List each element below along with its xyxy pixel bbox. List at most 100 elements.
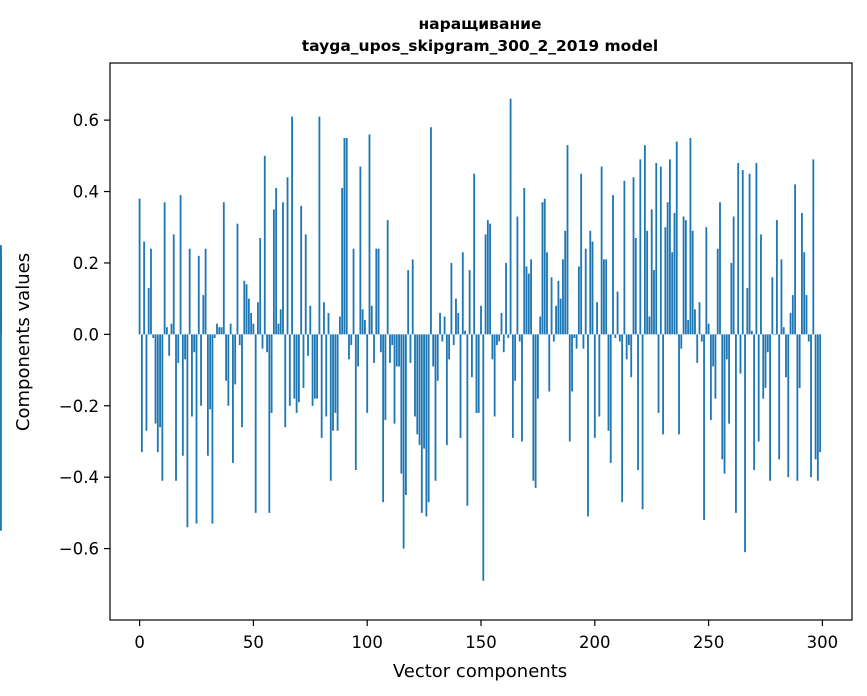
bar [496, 334, 498, 346]
plot-frame [109, 62, 853, 621]
bar [364, 320, 366, 335]
bar [527, 273, 530, 335]
y-tick-label: −0.4 [59, 468, 99, 487]
bar [741, 170, 744, 335]
bar [766, 334, 769, 353]
bar [236, 223, 239, 335]
bar [423, 334, 426, 449]
bar [707, 323, 710, 335]
bar [785, 334, 787, 378]
bar [796, 334, 799, 481]
bar [764, 334, 767, 388]
bar [334, 334, 337, 413]
bar [243, 280, 246, 335]
bar [270, 334, 273, 413]
bar [516, 216, 519, 335]
bar [232, 334, 234, 463]
bar [332, 334, 334, 431]
bar [650, 209, 653, 335]
bar [402, 334, 405, 549]
bar [723, 334, 726, 474]
bar [184, 334, 187, 360]
bar [687, 320, 690, 335]
bar [814, 334, 817, 460]
bar [311, 334, 314, 406]
bar [430, 127, 432, 335]
bar [241, 334, 243, 428]
bar [436, 334, 439, 381]
bar [252, 323, 255, 335]
bar [532, 334, 535, 481]
bar [502, 334, 505, 353]
bar [725, 334, 728, 360]
bar [391, 334, 394, 346]
bar [477, 334, 480, 413]
bar [213, 334, 216, 338]
bar [455, 298, 457, 335]
bar [548, 334, 551, 392]
bar [562, 259, 564, 335]
bar [491, 334, 494, 360]
bar [461, 252, 464, 335]
bar [775, 220, 778, 335]
bar [714, 334, 717, 399]
bar [518, 334, 521, 342]
bar [156, 334, 159, 453]
y-tick-label: 0.6 [73, 111, 99, 130]
bar [805, 295, 808, 335]
bar [186, 334, 189, 528]
bar [470, 334, 473, 378]
bar [200, 334, 202, 406]
bar [630, 334, 633, 378]
bar [445, 334, 448, 446]
x-tick-label: 200 [579, 633, 611, 652]
bar [696, 334, 699, 363]
bar [266, 334, 268, 353]
bar [295, 334, 298, 413]
bar [370, 305, 373, 335]
bar [666, 202, 669, 335]
bar [659, 166, 662, 335]
bar [459, 334, 462, 438]
y-tick-label: 0.0 [73, 325, 99, 344]
bar [197, 255, 200, 335]
bar [634, 237, 637, 335]
bar [466, 334, 469, 506]
bar [514, 334, 517, 381]
bar [623, 180, 626, 335]
bar [175, 334, 177, 481]
bar [427, 334, 430, 503]
bar [577, 266, 580, 335]
bar [789, 312, 792, 335]
bar [787, 334, 790, 478]
bar [550, 277, 553, 335]
bar [177, 334, 180, 363]
bar [482, 334, 485, 581]
y-tick-label: 0.2 [73, 254, 99, 273]
bar [434, 334, 437, 481]
bar [329, 334, 332, 481]
bar [507, 334, 510, 338]
bar [525, 266, 528, 335]
bar [509, 98, 512, 335]
bar [165, 327, 168, 335]
bar [575, 334, 578, 349]
bar [700, 334, 703, 342]
bar [730, 262, 733, 335]
bar [669, 159, 671, 335]
bar [468, 270, 471, 335]
bar [261, 334, 264, 349]
bar [170, 323, 173, 335]
bar [587, 334, 589, 517]
bar [238, 334, 241, 346]
bar [163, 202, 166, 335]
bar [705, 227, 708, 335]
bar [646, 230, 649, 335]
bar [778, 334, 781, 460]
bar [393, 334, 396, 424]
bar [152, 334, 155, 338]
bar [257, 302, 259, 335]
bar [744, 334, 746, 553]
bar [145, 334, 148, 431]
bar [625, 334, 628, 360]
